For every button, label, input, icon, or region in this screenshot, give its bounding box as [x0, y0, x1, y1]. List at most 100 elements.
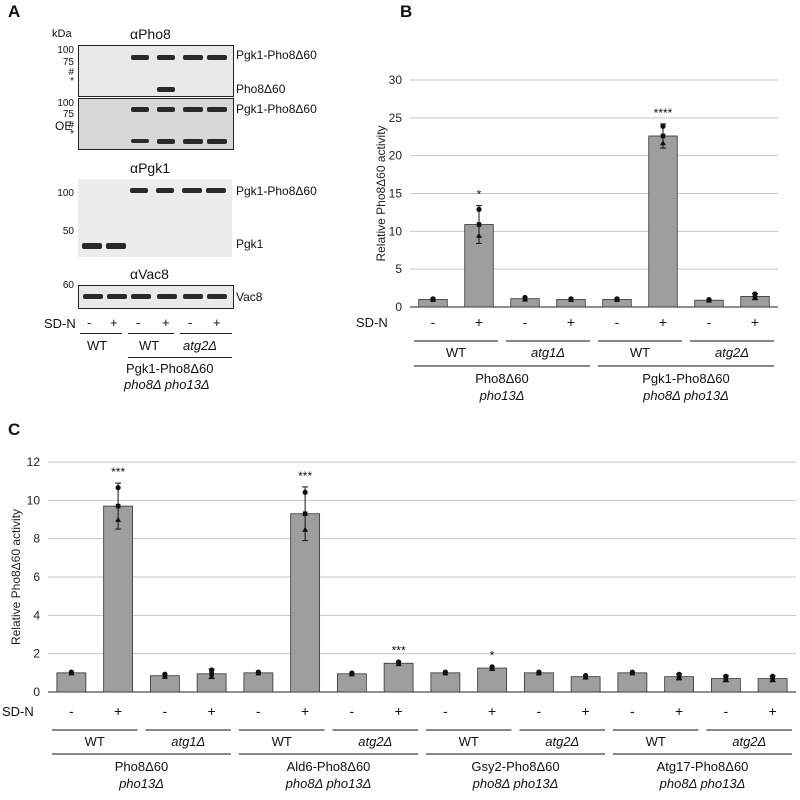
band [131, 55, 149, 60]
label-pgk1-pho8-a2: Pgk1-Pho8Δ60 [236, 102, 317, 116]
y-axis-label: Relative Pho8Δ60 activity [374, 125, 388, 261]
genotype-label: atg2Δ [545, 734, 579, 749]
band [130, 188, 148, 193]
replicate-point [68, 670, 75, 676]
strain-label: Gsy2-Pho8Δ60 [471, 759, 559, 774]
genotype-label: WT [85, 734, 105, 749]
band [183, 294, 203, 299]
strain-label: Atg17-Pho8Δ60 [657, 759, 749, 774]
marker-100: 100 [57, 188, 74, 199]
band [82, 243, 102, 249]
sdn-sign: + [114, 703, 122, 719]
band [156, 188, 174, 193]
strain-label: Ald6-Pho8Δ60 [287, 759, 371, 774]
sdn-sign: - [431, 314, 436, 330]
band [131, 107, 149, 112]
group-line [80, 333, 122, 334]
sdn-sign: - [523, 314, 528, 330]
marker-hash: # [68, 120, 74, 131]
label-pgk1-pho8-a3: Pgk1-Pho8Δ60 [236, 184, 317, 198]
sdn-sign: - [350, 703, 355, 719]
genotype-label: WT [630, 345, 650, 360]
replicate-point [752, 295, 758, 301]
genotype-label: WT [459, 734, 479, 749]
y-tick-label: 0 [395, 300, 402, 314]
replicate-point [430, 296, 436, 302]
replicate-point [722, 677, 729, 683]
bar [430, 672, 461, 693]
sign-minus: - [87, 315, 92, 330]
band [157, 55, 175, 60]
strain-label: pho8Δ pho13Δ [642, 388, 729, 403]
sdn-label-a: SD-N [44, 316, 76, 331]
sdn-sign: + [567, 314, 575, 330]
strain-line [128, 357, 232, 358]
sdn-label: SD-N [2, 704, 34, 719]
blot-title-vac8: αVac8 [130, 266, 169, 282]
sdn-sign: + [675, 703, 683, 719]
bar [477, 667, 508, 693]
replicate-point [660, 123, 666, 129]
sdn-sign: - [69, 703, 74, 719]
sdn-sign: - [724, 703, 729, 719]
replicate-point [676, 675, 683, 681]
band [157, 294, 177, 299]
strain-label: pho8Δ pho13Δ [472, 776, 559, 791]
y-tick-label: 25 [389, 111, 403, 125]
replicate-point [476, 232, 482, 238]
bar [103, 505, 134, 693]
replicate-point [302, 511, 308, 517]
genotype-wt: WT [87, 338, 108, 353]
significance-label: *** [298, 469, 312, 483]
blot-pho8 [78, 45, 234, 97]
sign-minus: - [136, 315, 141, 330]
marker-hash: # [68, 67, 74, 78]
marker-60: 60 [62, 280, 74, 291]
y-tick-label: 2 [33, 647, 40, 661]
replicate-point [348, 671, 355, 677]
strain-label: pho8Δ pho13Δ [285, 776, 372, 791]
label-pho8d60-a: Pho8Δ60 [236, 82, 286, 96]
band [182, 188, 202, 193]
genotype-label: WT [272, 734, 292, 749]
blot-pho8-oe [78, 98, 234, 150]
sdn-sign: - [537, 703, 542, 719]
sdn-sign: + [659, 314, 667, 330]
blot-pgk1 [78, 179, 232, 257]
sign-plus: + [213, 315, 221, 330]
significance-label: * [490, 649, 495, 663]
replicate-point [522, 296, 528, 302]
replicate-point [476, 222, 482, 227]
significance-label: * [477, 188, 482, 202]
y-tick-label: 30 [389, 73, 403, 87]
replicate-point [476, 206, 482, 212]
marker-75: 75 [62, 109, 74, 120]
y-tick-label: 4 [33, 608, 40, 622]
y-tick-label: 5 [395, 262, 402, 276]
replicate-point [115, 503, 121, 509]
band [207, 107, 227, 112]
band [106, 243, 126, 249]
strain-label: pho13Δ [118, 776, 164, 791]
band [157, 139, 175, 144]
marker-50: 50 [62, 226, 74, 237]
y-tick-label: 0 [33, 685, 40, 699]
replicate-point [302, 489, 308, 495]
y-tick-label: 15 [389, 187, 403, 201]
panel-letter-a: A [8, 2, 21, 21]
genotype-label: atg2Δ [715, 345, 749, 360]
replicate-point [489, 665, 496, 671]
band [206, 188, 226, 193]
genotype-atg2: atg2Δ [183, 338, 218, 353]
y-axis-label: Relative Pho8Δ60 activity [9, 509, 23, 645]
band [207, 55, 227, 60]
band [107, 294, 127, 299]
replicate-point [582, 674, 589, 680]
marker-75: 75 [62, 57, 74, 68]
replicate-point [209, 667, 215, 673]
sdn-label: SD-N [356, 315, 388, 330]
band [183, 107, 203, 112]
sign-plus: + [162, 315, 170, 330]
strain-label: Pho8Δ60 [115, 759, 169, 774]
